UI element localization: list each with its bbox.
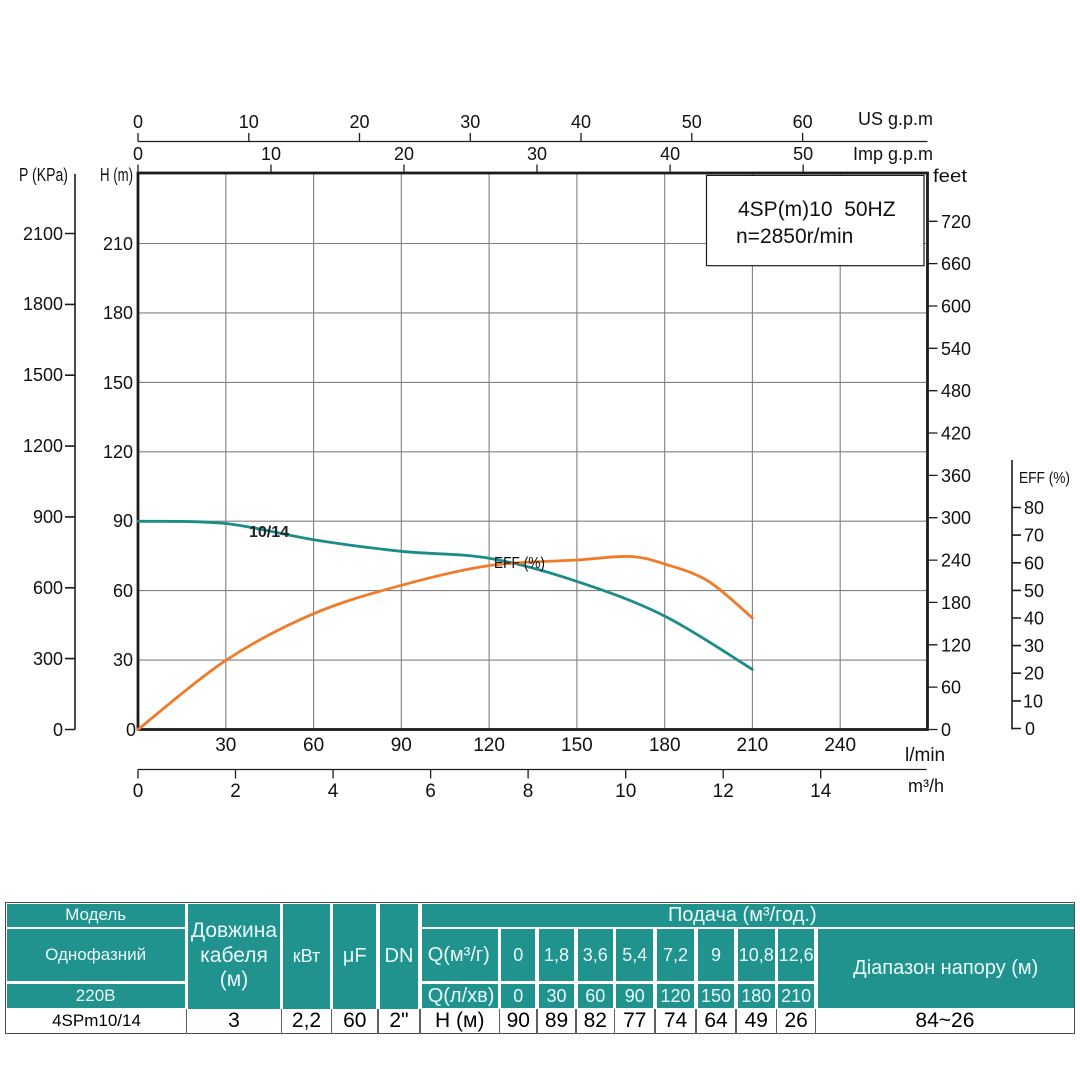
svg-text:720: 720	[941, 212, 971, 232]
svg-text:60: 60	[941, 678, 961, 698]
svg-text:300: 300	[941, 508, 971, 528]
svg-text:120: 120	[941, 635, 971, 655]
svg-text:120: 120	[473, 735, 505, 756]
svg-text:feet: feet	[933, 166, 967, 186]
svg-text:20: 20	[349, 112, 369, 132]
svg-text:EFF (%): EFF (%)	[494, 555, 545, 572]
svg-text:70: 70	[1024, 526, 1044, 546]
svg-text:20: 20	[1024, 664, 1044, 684]
svg-text:1800: 1800	[23, 294, 63, 314]
svg-text:10: 10	[239, 112, 259, 132]
svg-text:240: 240	[824, 735, 856, 756]
svg-text:480: 480	[941, 381, 971, 401]
svg-text:1200: 1200	[23, 436, 63, 456]
svg-text:H (m): H (m)	[100, 165, 133, 185]
svg-text:120: 120	[103, 442, 133, 462]
svg-text:50: 50	[1024, 581, 1044, 601]
svg-text:420: 420	[941, 424, 971, 444]
svg-text:10: 10	[261, 144, 281, 164]
svg-text:Imp g.p.m: Imp g.p.m	[853, 144, 933, 164]
svg-text:10: 10	[1023, 691, 1043, 711]
svg-text:14: 14	[810, 781, 832, 802]
svg-text:60: 60	[1024, 553, 1044, 573]
svg-text:180: 180	[649, 735, 681, 756]
svg-text:l/min: l/min	[905, 745, 945, 766]
svg-text:90: 90	[391, 735, 412, 756]
svg-text:1500: 1500	[23, 365, 63, 385]
svg-text:0: 0	[133, 144, 143, 164]
svg-text:40: 40	[1024, 609, 1044, 629]
svg-text:2100: 2100	[23, 224, 63, 244]
svg-text:180: 180	[103, 303, 133, 323]
svg-text:m³/h: m³/h	[908, 776, 944, 796]
svg-text:600: 600	[33, 578, 63, 598]
svg-text:10: 10	[615, 781, 636, 802]
svg-text:40: 40	[571, 112, 591, 132]
svg-text:60: 60	[303, 735, 324, 756]
svg-text:8: 8	[523, 781, 534, 802]
svg-text:40: 40	[660, 144, 680, 164]
svg-text:12: 12	[713, 781, 734, 802]
svg-text:60: 60	[793, 112, 813, 132]
svg-text:210: 210	[737, 735, 769, 756]
svg-text:0: 0	[133, 112, 143, 132]
svg-text:30: 30	[215, 735, 236, 756]
svg-text:360: 360	[941, 466, 971, 486]
svg-text:0: 0	[1025, 719, 1035, 739]
svg-text:P (KPa): P (KPa)	[19, 165, 68, 185]
svg-text:2: 2	[230, 781, 241, 802]
svg-text:4SP(m)10 50HZ: 4SP(m)10 50HZ	[738, 198, 896, 221]
svg-text:540: 540	[941, 339, 971, 359]
svg-text:n=2850r/min: n=2850r/min	[736, 225, 853, 248]
svg-text:20: 20	[394, 144, 414, 164]
svg-text:180: 180	[941, 593, 971, 613]
svg-text:150: 150	[103, 373, 133, 393]
svg-text:60: 60	[113, 581, 133, 601]
svg-text:80: 80	[1024, 498, 1044, 518]
svg-text:30: 30	[527, 144, 547, 164]
svg-text:210: 210	[103, 234, 133, 254]
svg-text:150: 150	[561, 735, 593, 756]
svg-text:30: 30	[1024, 636, 1044, 656]
svg-text:240: 240	[941, 551, 971, 571]
svg-text:US g.p.m: US g.p.m	[858, 109, 933, 129]
svg-text:0: 0	[133, 781, 144, 802]
svg-text:50: 50	[793, 144, 813, 164]
svg-text:50: 50	[682, 112, 702, 132]
svg-text:660: 660	[941, 254, 971, 274]
svg-text:EFF (%): EFF (%)	[1019, 470, 1070, 487]
svg-text:10/14: 10/14	[249, 524, 289, 541]
svg-text:900: 900	[33, 507, 63, 527]
svg-text:6: 6	[425, 781, 436, 802]
svg-text:300: 300	[33, 649, 63, 669]
svg-text:0: 0	[53, 720, 63, 740]
svg-text:90: 90	[113, 511, 133, 531]
svg-text:0: 0	[941, 720, 951, 740]
svg-text:4: 4	[328, 781, 339, 802]
svg-text:30: 30	[460, 112, 480, 132]
svg-text:600: 600	[941, 297, 971, 317]
svg-text:0: 0	[126, 720, 136, 740]
svg-text:30: 30	[113, 650, 133, 670]
